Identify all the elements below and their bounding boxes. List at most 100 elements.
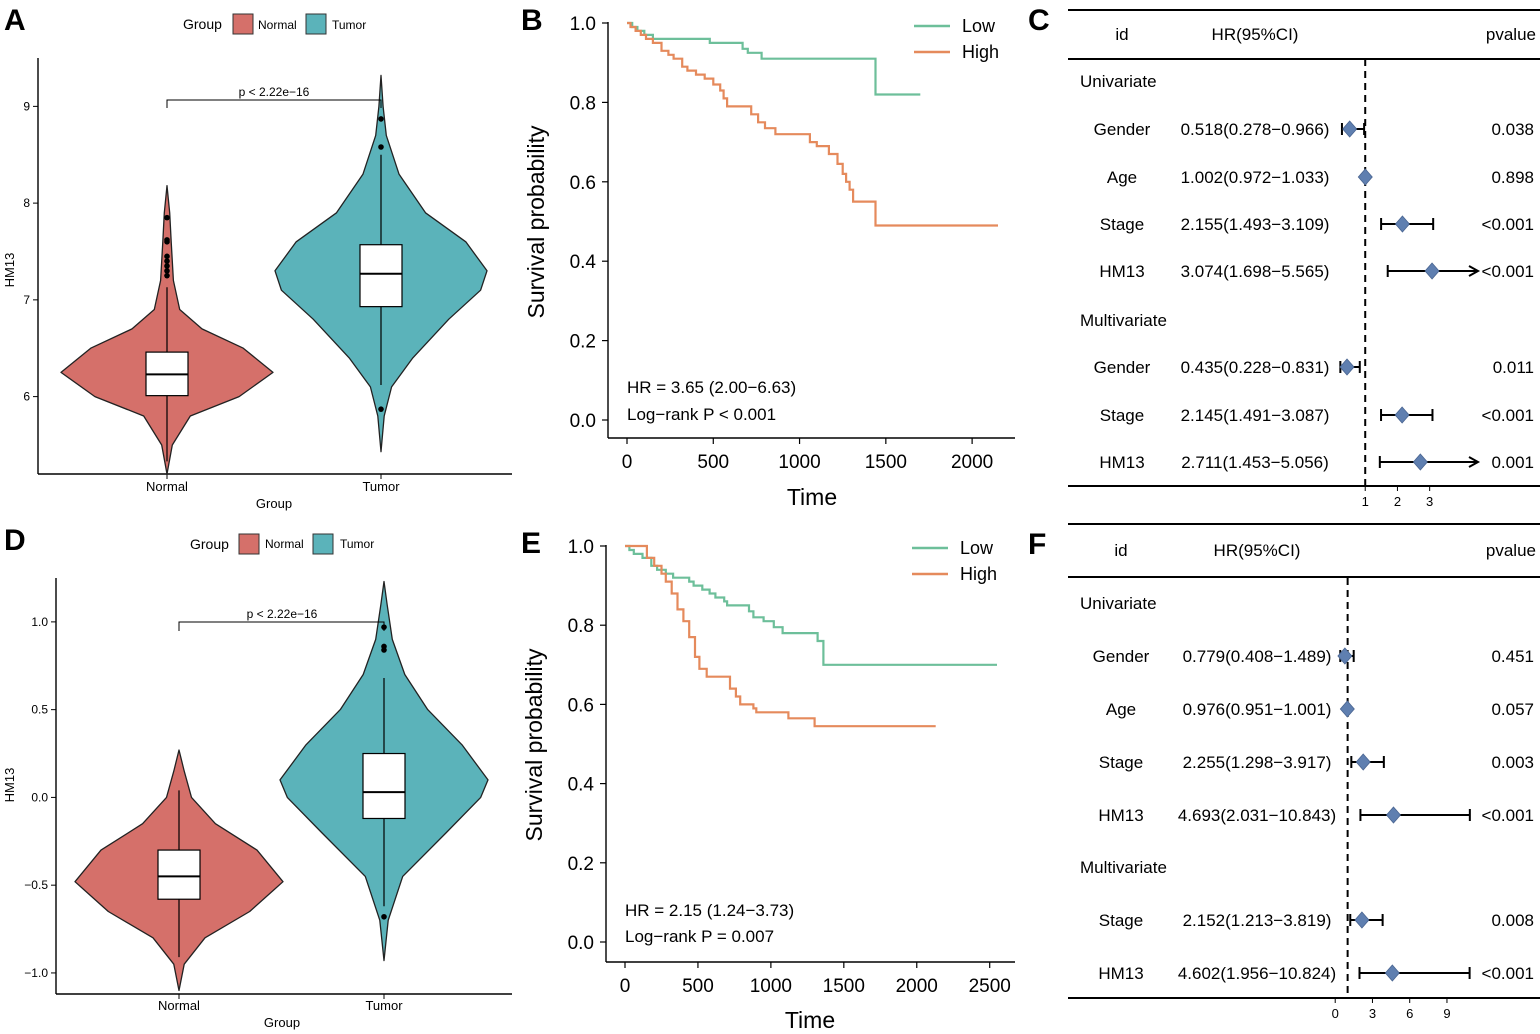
forest-row-label: Stage bbox=[1099, 911, 1143, 930]
significance-bracket-a bbox=[166, 99, 382, 108]
hr-diamond bbox=[1357, 168, 1373, 186]
legend-e-label-high: High bbox=[960, 564, 997, 584]
forest-row-ci: 3.074(1.698−5.565) bbox=[1181, 262, 1330, 281]
forest-row-label: Age bbox=[1106, 700, 1136, 719]
forest-x-tick-label: 9 bbox=[1443, 1006, 1450, 1021]
hr-diamond bbox=[1394, 215, 1410, 233]
y-tick-label-e: 0.4 bbox=[568, 775, 595, 796]
x-tick-label-normal-a: Normal bbox=[146, 479, 188, 494]
forest-x-tick-label: 1 bbox=[1362, 494, 1369, 509]
forest-x-tick-label: 6 bbox=[1406, 1006, 1413, 1021]
legend-d-label-normal: Normal bbox=[265, 537, 304, 551]
ci-arrow bbox=[1468, 456, 1481, 468]
hr-diamond bbox=[1337, 647, 1353, 665]
y-tick-label-b: 0.0 bbox=[570, 411, 596, 432]
x-tick-label-b: 0 bbox=[622, 452, 633, 473]
hr-diamond bbox=[1355, 753, 1371, 771]
x-tick-label-e: 2500 bbox=[969, 976, 1011, 997]
km-curve-low bbox=[627, 21, 921, 96]
panel-b: B 0.0 0.2 0.4 0.6 0.8 1.0 0 500 1000 1500 2000 Low… bbox=[521, 4, 1015, 510]
hr-diamond bbox=[1342, 120, 1358, 138]
forest-f-col-id: id bbox=[1114, 541, 1127, 560]
forest-row-pvalue: <0.001 bbox=[1482, 964, 1534, 983]
y-tick-label-b: 0.8 bbox=[570, 93, 596, 114]
panel-f: F id HR(95%CI) pvalue 0 3 6 9 Univariate Gend… bbox=[1028, 523, 1540, 1021]
p-value-label-d: p < 2.22e−16 bbox=[247, 607, 318, 621]
forest-row-label: Stage bbox=[1100, 406, 1144, 425]
outlier-point bbox=[381, 913, 387, 920]
panel-f-letter: F bbox=[1028, 528, 1046, 561]
ticks-d: −1.0 −0.5 0.0 0.5 1.0 bbox=[24, 615, 385, 999]
hr-annotation-e: HR = 2.15 (1.24−3.73) bbox=[625, 901, 794, 920]
km-curve-high bbox=[627, 21, 998, 227]
x-tick-label-b: 2000 bbox=[951, 452, 993, 473]
legend-d-label-tumor: Tumor bbox=[340, 537, 374, 551]
legend-a-label-tumor: Tumor bbox=[332, 18, 366, 32]
legend-b-label-low: Low bbox=[962, 16, 996, 36]
legend-a-title: Group bbox=[183, 16, 222, 32]
y-tick-label-d: 0.5 bbox=[31, 703, 48, 717]
panel-c-letter: C bbox=[1028, 4, 1050, 37]
forest-section-header: Univariate bbox=[1080, 594, 1157, 613]
violins-d bbox=[74, 580, 489, 992]
y-axis-title-b: Survival probability bbox=[523, 125, 549, 319]
forest-row-label: HM13 bbox=[1099, 262, 1144, 281]
y-tick-label-d: 0.0 bbox=[31, 790, 48, 804]
forest-row-pvalue: 0.001 bbox=[1491, 453, 1534, 472]
forest-f-body: 0 3 6 9 Univariate Gender 0.779(0.408−1.489) 0.… bbox=[1080, 578, 1534, 1021]
x-axis-title-b: Time bbox=[787, 484, 837, 510]
forest-row-ci: 0.518(0.278−0.966) bbox=[1181, 120, 1330, 139]
outlier-point bbox=[378, 406, 384, 412]
outlier-point bbox=[164, 214, 170, 221]
panel-d: D Group Normal Tumor −1.0 −0.5 0.0 0.5 1.0 p… bbox=[2, 524, 512, 1030]
forest-row-pvalue: 0.451 bbox=[1491, 647, 1534, 666]
box-tumor bbox=[359, 244, 403, 308]
legend-a-swatch-tumor bbox=[305, 13, 327, 35]
y-tick-label-d: 1.0 bbox=[31, 615, 48, 629]
x-axis-title-a: Group bbox=[256, 496, 292, 511]
legend-d: Group Normal Tumor bbox=[190, 533, 374, 555]
legend-d-title: Group bbox=[190, 536, 229, 552]
box-normal bbox=[157, 849, 201, 900]
hr-annotation-b: HR = 3.65 (2.00−6.63) bbox=[627, 378, 796, 397]
y-tick-label-a: 6 bbox=[23, 390, 30, 404]
forest-c-col-p: pvalue bbox=[1486, 25, 1536, 44]
legend-d-swatch-tumor bbox=[312, 533, 334, 555]
forest-row-pvalue: 0.008 bbox=[1491, 911, 1534, 930]
legend-e-label-low: Low bbox=[960, 538, 994, 558]
outlier-point bbox=[378, 116, 384, 122]
hr-diamond bbox=[1424, 262, 1440, 280]
panel-e: E 0.0 0.2 0.4 0.6 0.8 1.0 0 500 1000 1500 2000 2500… bbox=[521, 527, 1015, 1033]
outlier-point bbox=[378, 144, 384, 150]
legend-a-label-normal: Normal bbox=[258, 18, 297, 32]
forest-x-tick-label: 2 bbox=[1394, 494, 1401, 509]
forest-c-col-hr: HR(95%CI) bbox=[1212, 25, 1299, 44]
forest-x-tick-label: 3 bbox=[1369, 1006, 1376, 1021]
forest-section-header: Multivariate bbox=[1080, 311, 1167, 330]
violins-a bbox=[60, 74, 488, 475]
forest-row-pvalue: <0.001 bbox=[1482, 215, 1534, 234]
forest-row-ci: 1.002(0.972−1.033) bbox=[1181, 168, 1330, 187]
x-tick-label-b: 500 bbox=[697, 452, 729, 473]
forest-row-pvalue: 0.057 bbox=[1491, 700, 1534, 719]
forest-c-col-id: id bbox=[1115, 25, 1128, 44]
forest-row-label: Stage bbox=[1099, 753, 1143, 772]
forest-row-pvalue: 0.011 bbox=[1493, 358, 1534, 377]
logrank-annotation-b: Log−rank P < 0.001 bbox=[627, 405, 776, 424]
x-tick-label-normal-d: Normal bbox=[158, 998, 200, 1013]
x-tick-label-e: 2000 bbox=[896, 976, 938, 997]
y-tick-label-b: 0.6 bbox=[570, 173, 596, 194]
forest-row-label: Gender bbox=[1094, 358, 1151, 377]
legend-a-swatch-normal bbox=[232, 13, 254, 35]
panel-b-letter: B bbox=[521, 4, 543, 37]
forest-c-body: 1 2 3 Univariate Gender 0.518(0.278−0.966) 0.0… bbox=[1080, 59, 1534, 509]
panel-d-letter: D bbox=[4, 524, 26, 557]
forest-row-pvalue: 0.898 bbox=[1491, 168, 1534, 187]
hr-diamond bbox=[1394, 406, 1410, 424]
forest-x-tick-label: 3 bbox=[1426, 494, 1433, 509]
x-tick-label-b: 1000 bbox=[778, 452, 820, 473]
hr-diamond bbox=[1385, 806, 1402, 824]
legend-d-swatch-normal bbox=[238, 533, 260, 555]
ci-arrow bbox=[1468, 265, 1481, 277]
x-tick-label-e: 1000 bbox=[750, 976, 792, 997]
